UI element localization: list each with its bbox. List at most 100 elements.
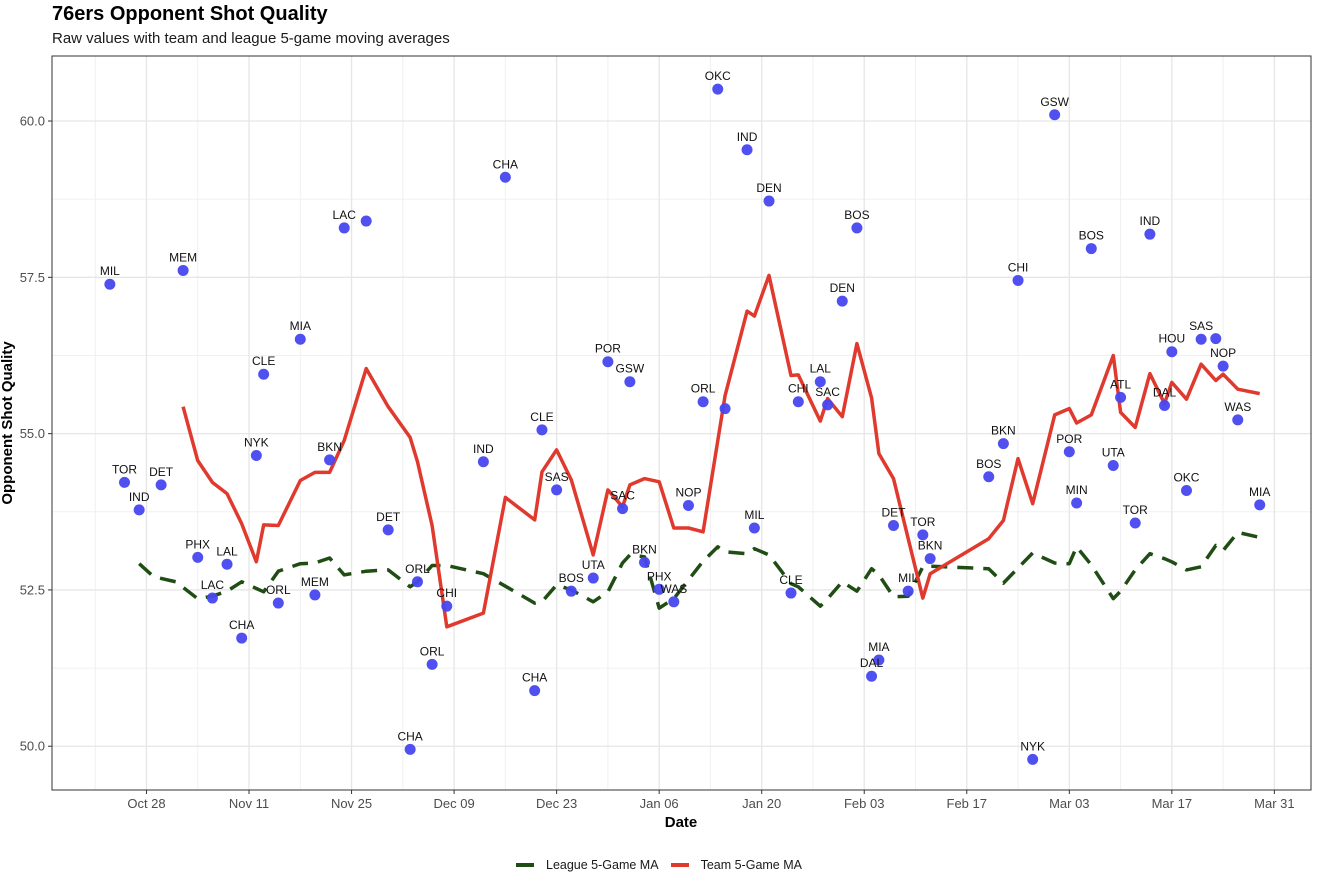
legend: League 5-Game MA Team 5-Game MA — [0, 858, 1318, 872]
point-label: NYK — [1020, 739, 1045, 753]
data-point — [1254, 499, 1266, 511]
point-label: SAS — [545, 470, 569, 484]
data-point — [741, 144, 753, 156]
team-ma-polyline — [181, 273, 1261, 629]
point-label: LAL — [216, 544, 238, 558]
data-point — [477, 456, 489, 468]
league-ma-polyline — [138, 530, 1261, 610]
data-point — [529, 685, 541, 697]
data-point — [712, 83, 724, 95]
data-point — [888, 520, 900, 532]
point-label: ORL — [405, 562, 430, 576]
x-tick-label: Dec 23 — [536, 796, 577, 811]
point-label: BOS — [844, 208, 869, 222]
data-point — [873, 654, 885, 666]
point-label: CHA — [229, 618, 254, 632]
legend-label-team: Team 5-Game MA — [700, 858, 802, 872]
point-label: PHX — [647, 569, 672, 583]
point-label: LAL — [810, 362, 832, 376]
point-label: SAC — [610, 489, 635, 503]
point-label: CHA — [397, 729, 422, 743]
point-label: MEM — [169, 250, 197, 264]
data-point — [792, 396, 804, 408]
team-ma-line — [181, 273, 1261, 629]
point-label: CLE — [779, 573, 802, 587]
data-point — [748, 522, 760, 534]
x-tick-label: Jan 06 — [640, 796, 679, 811]
legend-key-team — [670, 863, 689, 867]
point-label: CLE — [530, 410, 553, 424]
y-tick-label: 52.5 — [20, 582, 45, 597]
data-point — [1210, 333, 1222, 345]
point-label: CHA — [522, 671, 547, 685]
point-label: HOU — [1159, 332, 1186, 346]
x-tick-label: Dec 09 — [433, 796, 474, 811]
point-label: DAL — [1153, 385, 1177, 399]
point-label: MIA — [1249, 485, 1270, 499]
data-point — [258, 368, 270, 380]
data-point — [1159, 399, 1171, 411]
point-label: NOP — [1210, 346, 1236, 360]
x-tick-label: Mar 03 — [1049, 796, 1089, 811]
data-point — [1166, 346, 1178, 358]
point-label: DET — [376, 510, 401, 524]
data-point — [697, 396, 709, 408]
data-point — [1063, 446, 1075, 458]
data-point — [587, 572, 599, 584]
point-label: WAS — [1224, 400, 1251, 414]
raw-points — [104, 83, 1266, 765]
point-label: CLE — [252, 354, 275, 368]
point-label: CHA — [493, 157, 518, 171]
plot-panel — [52, 56, 1311, 790]
x-axis-title: Date — [665, 814, 698, 831]
point-label: WAS — [660, 582, 687, 596]
point-label: BOS — [559, 571, 584, 585]
point-label: IND — [1140, 214, 1161, 228]
minor-gridlines — [52, 56, 1311, 790]
data-point — [382, 524, 394, 536]
data-point — [624, 376, 636, 388]
y-axis-title: Opponent Shot Quality — [0, 341, 16, 505]
data-point — [565, 585, 577, 597]
data-point — [324, 454, 336, 466]
point-label: MIL — [744, 508, 764, 522]
data-point — [192, 551, 204, 563]
point-label: MIA — [290, 319, 311, 333]
data-point — [1232, 414, 1244, 426]
point-label: DET — [882, 506, 907, 520]
legend-item-league: League 5-Game MA — [516, 858, 659, 872]
data-point — [1071, 497, 1083, 509]
y-axis: 50.0 52.5 55.0 57.5 60.0 — [20, 114, 52, 754]
data-point — [1115, 391, 1127, 403]
point-label: IND — [129, 490, 150, 504]
data-point — [763, 195, 775, 207]
data-point — [133, 504, 145, 516]
point-label: CHI — [788, 382, 809, 396]
point-label: BKN — [991, 424, 1016, 438]
point-label: PHX — [185, 537, 210, 551]
data-point — [119, 476, 131, 488]
point-label: NYK — [244, 436, 269, 450]
point-label: TOR — [910, 515, 935, 529]
point-label: MIL — [898, 571, 918, 585]
x-tick-label: Oct 28 — [127, 796, 165, 811]
point-label: POR — [595, 342, 621, 356]
league-ma-line — [138, 530, 1261, 610]
point-label: IND — [737, 130, 758, 144]
data-point — [404, 743, 416, 755]
data-point — [617, 503, 629, 515]
point-label: GSW — [616, 362, 645, 376]
point-label: DEN — [830, 281, 855, 295]
data-point — [836, 295, 848, 307]
data-point — [924, 553, 936, 565]
x-tick-label: Jan 20 — [742, 796, 781, 811]
point-label: LAC — [201, 578, 225, 592]
data-point — [1107, 460, 1119, 472]
data-point — [1180, 485, 1192, 497]
point-label: UTA — [582, 558, 605, 572]
point-label: ORL — [420, 644, 445, 658]
point-label: DET — [149, 465, 174, 479]
y-tick-label: 60.0 — [20, 114, 45, 129]
data-point — [441, 600, 453, 612]
y-tick-label: 57.5 — [20, 270, 45, 285]
